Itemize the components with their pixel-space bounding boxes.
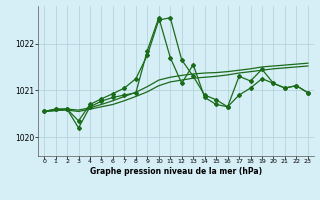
X-axis label: Graphe pression niveau de la mer (hPa): Graphe pression niveau de la mer (hPa) (90, 167, 262, 176)
